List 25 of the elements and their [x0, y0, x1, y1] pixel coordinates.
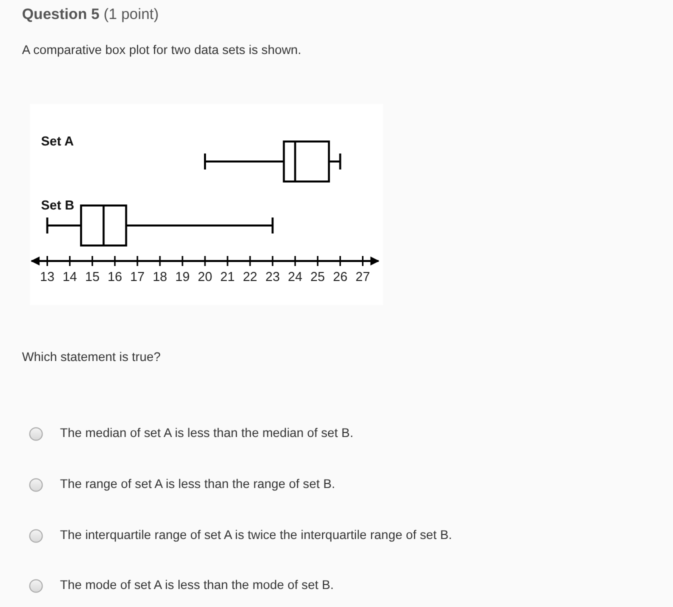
x-tick-label: 17 — [130, 269, 145, 284]
chart-title: Question 5 — [22, 6, 100, 23]
x-tick-label: 24 — [288, 269, 302, 284]
x-tick-label: 22 — [242, 269, 258, 284]
x-tick-label: 27 — [355, 269, 370, 284]
x-tick-label: 26 — [332, 269, 348, 284]
text: The range of set A is less than the range of set B. — [60, 476, 336, 491]
text: The median of set A is less than the median of set B. — [60, 426, 354, 440]
text: A comparative box plot for two data sets is shown. — [22, 43, 302, 57]
x-tick-label: 16 — [108, 269, 122, 284]
x-tick-label: 21 — [220, 269, 235, 284]
y-tick-label: Set A — [41, 134, 74, 148]
x-tick-label: 25 — [310, 269, 325, 284]
x-tick-label: 23 — [265, 269, 280, 284]
text: The mode of set A is less than the mode of set B. — [60, 578, 334, 592]
chart-subtitle: (1 point) — [102, 6, 159, 23]
y-tick-label: Set B — [41, 198, 74, 212]
x-tick-label: 19 — [175, 269, 190, 284]
x-tick-label: 15 — [85, 269, 100, 284]
x-tick-label: 13 — [40, 269, 55, 284]
x-tick-label: 20 — [198, 269, 212, 284]
x-tick-label: 14 — [62, 269, 78, 284]
x-tick-label: 18 — [152, 269, 168, 284]
text: The interquartile range of set A is twice the interquartile range of set B. — [60, 528, 452, 542]
text: Which statement is true? — [22, 350, 161, 364]
